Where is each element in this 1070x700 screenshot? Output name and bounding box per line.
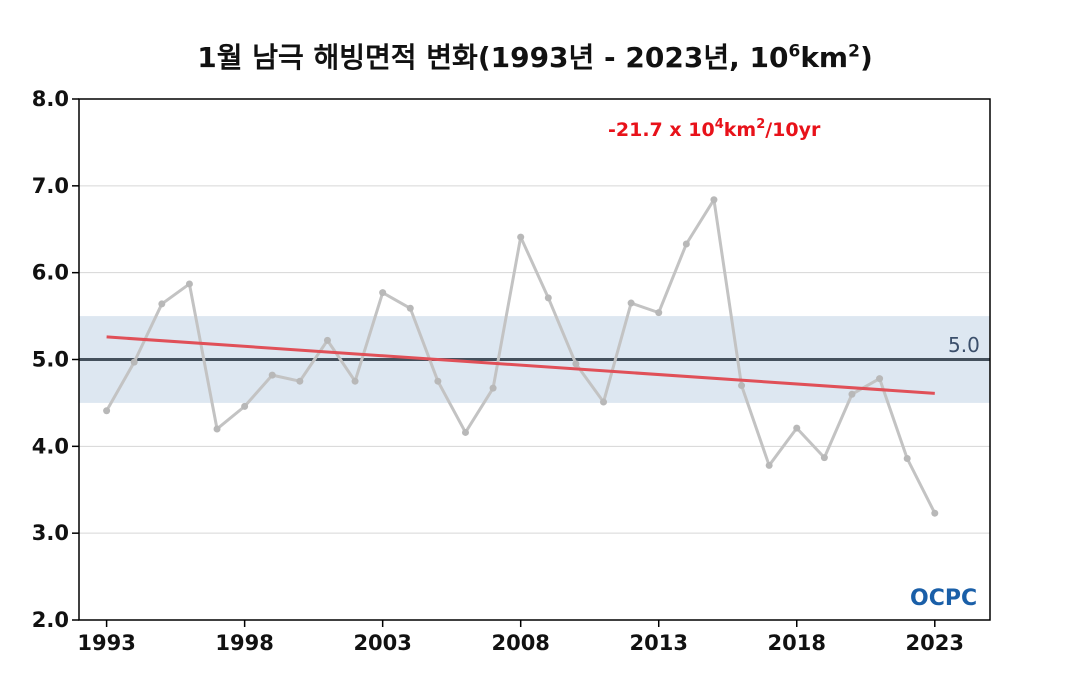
data-point (876, 375, 884, 383)
data-point (738, 382, 746, 390)
data-point (213, 425, 221, 433)
data-point (379, 289, 387, 297)
ocpc-logo: OCPC (910, 586, 977, 611)
data-point (406, 304, 414, 312)
reference-label: 5.0 (948, 333, 980, 357)
data-point (103, 407, 111, 415)
data-point (323, 336, 331, 344)
data-point (848, 390, 856, 398)
data-point (461, 428, 469, 436)
data-point (820, 454, 828, 462)
x-tick-label: 2003 (353, 631, 411, 655)
y-tick-label: 2.0 (32, 608, 69, 632)
data-point (793, 424, 801, 432)
data-point (710, 196, 718, 204)
y-tick-label: 6.0 (32, 261, 69, 285)
data-point (655, 309, 663, 317)
data-point (517, 233, 525, 241)
data-point (489, 384, 497, 392)
data-point (241, 402, 249, 410)
x-tick-label: 1993 (77, 631, 135, 655)
trend-label: -21.7 x 104km2/10yr (608, 117, 821, 141)
x-tick-label: 2008 (491, 631, 549, 655)
data-point (296, 377, 304, 385)
data-point (268, 371, 276, 379)
data-point (158, 300, 166, 308)
chart-title: 1월 남극 해빙면적 변화(1993년 - 2023년, 106km2) (197, 41, 873, 74)
data-point (572, 360, 580, 368)
data-point (130, 358, 138, 366)
data-point (903, 454, 911, 462)
data-point (765, 461, 773, 469)
x-tick-label: 2023 (906, 631, 964, 655)
data-point (682, 240, 690, 248)
data-point (351, 377, 359, 385)
data-point (434, 377, 442, 385)
data-point (627, 299, 635, 307)
data-point (600, 398, 608, 406)
x-tick-label: 2018 (768, 631, 826, 655)
trend-line (106, 335, 935, 395)
data-point (544, 294, 552, 302)
data-point (931, 509, 939, 517)
y-tick-label: 5.0 (32, 348, 69, 372)
y-tick-label: 7.0 (32, 174, 69, 198)
y-tick-label: 4.0 (32, 434, 69, 458)
y-tick-label: 8.0 (32, 87, 69, 111)
x-tick-label: 1998 (215, 631, 273, 655)
x-tick-label: 2013 (630, 631, 688, 655)
y-tick-label: 3.0 (32, 521, 69, 545)
data-point (185, 280, 193, 288)
